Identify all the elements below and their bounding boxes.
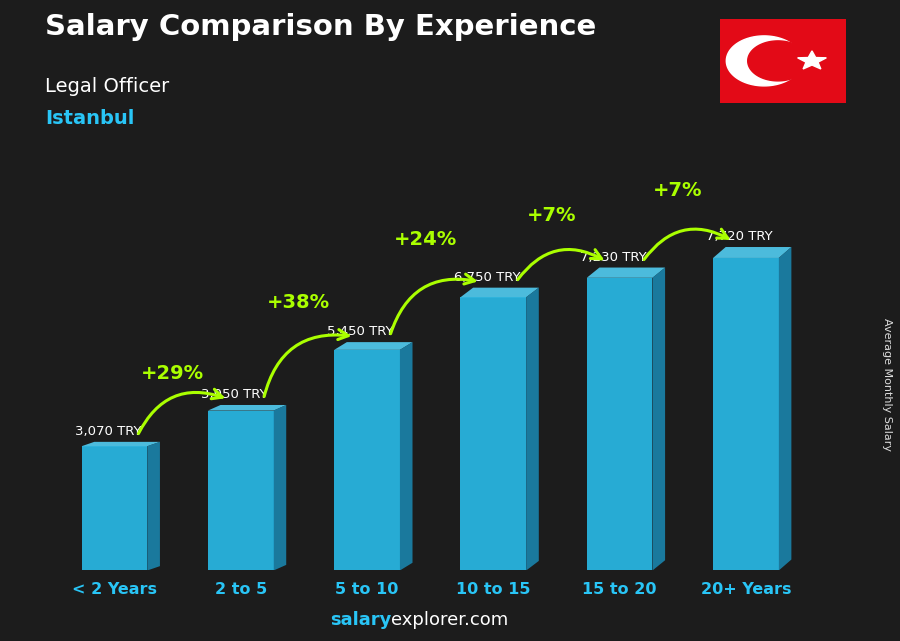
Polygon shape xyxy=(587,267,665,278)
Polygon shape xyxy=(274,405,286,570)
Text: +29%: +29% xyxy=(141,364,204,383)
Text: 5,450 TRY: 5,450 TRY xyxy=(328,325,394,338)
Polygon shape xyxy=(713,247,791,258)
Polygon shape xyxy=(797,51,826,69)
Bar xyxy=(713,258,778,570)
Text: +7%: +7% xyxy=(526,206,576,225)
Bar xyxy=(208,411,274,570)
Polygon shape xyxy=(526,288,539,570)
Text: Istanbul: Istanbul xyxy=(45,109,134,128)
Polygon shape xyxy=(748,41,808,81)
Text: +38%: +38% xyxy=(267,293,330,312)
Polygon shape xyxy=(652,267,665,570)
Polygon shape xyxy=(726,36,802,86)
Text: explorer.com: explorer.com xyxy=(392,611,508,629)
Text: salary: salary xyxy=(330,611,392,629)
Text: 6,750 TRY: 6,750 TRY xyxy=(454,271,520,284)
Polygon shape xyxy=(208,405,286,411)
Text: Legal Officer: Legal Officer xyxy=(45,77,169,96)
Polygon shape xyxy=(334,342,412,350)
Polygon shape xyxy=(461,288,539,297)
Polygon shape xyxy=(82,442,160,446)
Text: Salary Comparison By Experience: Salary Comparison By Experience xyxy=(45,13,596,41)
Text: 7,720 TRY: 7,720 TRY xyxy=(706,230,773,243)
Text: +7%: +7% xyxy=(653,181,703,199)
Bar xyxy=(461,297,526,570)
Text: +24%: +24% xyxy=(393,231,457,249)
Text: 7,230 TRY: 7,230 TRY xyxy=(580,251,646,263)
Bar xyxy=(334,350,400,570)
Bar xyxy=(587,278,652,570)
Bar xyxy=(82,446,148,570)
Polygon shape xyxy=(400,342,412,570)
Text: 3,950 TRY: 3,950 TRY xyxy=(202,388,267,401)
Text: Average Monthly Salary: Average Monthly Salary xyxy=(881,318,892,451)
Text: 3,070 TRY: 3,070 TRY xyxy=(75,425,141,438)
Polygon shape xyxy=(148,442,160,570)
Polygon shape xyxy=(778,247,791,570)
